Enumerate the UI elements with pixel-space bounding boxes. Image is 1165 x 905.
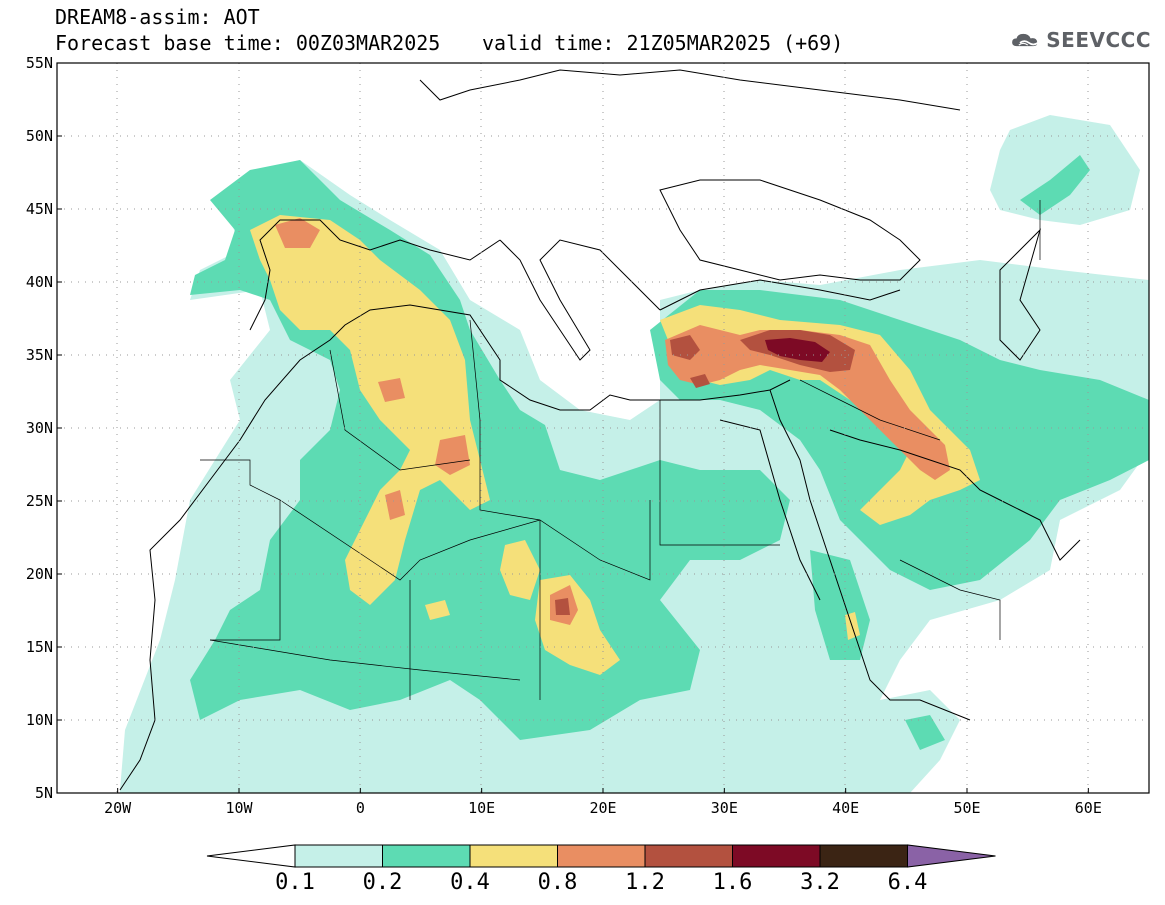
lat-tick-label: 35N: [26, 346, 53, 364]
latitude-labels: 55N 50N 45N 40N 35N 30N 25N 20N 15N 10N 5N: [26, 54, 62, 802]
lat-tick-label: 30N: [26, 419, 53, 437]
logo-text: SEEVCCC: [1046, 28, 1151, 52]
colorbar-level-label: 1.2: [625, 870, 665, 895]
aot-level-1.6: [765, 338, 830, 362]
map-grid: [57, 63, 1149, 793]
colorbar-swatch: [469, 844, 558, 868]
country-borders: [200, 200, 1041, 700]
lat-tick-label: 45N: [26, 200, 53, 218]
colorbar-swatch: [644, 844, 733, 868]
lat-tick-label: 15N: [26, 638, 53, 656]
colorbar-high-arrow: [907, 844, 996, 868]
colorbar-level-label: 0.1: [275, 870, 315, 895]
lon-tick-label: 20E: [589, 799, 616, 817]
lon-tick-label: 10W: [225, 799, 253, 817]
colorbar-swatch: [732, 844, 821, 868]
lon-tick-label: 50E: [953, 799, 980, 817]
colorbar-level-label: 0.4: [450, 870, 490, 895]
colorbar-swatch: [557, 844, 646, 868]
base-time-label: Forecast base time: 00Z03MAR2025: [55, 31, 441, 55]
colorbar-level-label: 0.8: [538, 870, 578, 895]
colorbar-level-label: 3.2: [800, 870, 840, 895]
colorbar-swatch: [382, 844, 471, 868]
cloud-icon: [1012, 33, 1039, 47]
colorbar-low-arrow: [206, 844, 296, 868]
valid-time-label: valid time: 21Z05MAR2025 (+69): [482, 31, 844, 55]
lon-tick-label: 40E: [832, 799, 859, 817]
chart-title: DREAM8-assim: AOT: [55, 5, 260, 29]
lat-tick-label: 40N: [26, 273, 53, 291]
lat-tick-label: 20N: [26, 565, 53, 583]
lon-tick-label: 30E: [711, 799, 738, 817]
lat-tick-label: 5N: [35, 784, 53, 802]
colorbar-level-label: 1.6: [713, 870, 753, 895]
colorbar-level-label: 0.2: [363, 870, 403, 895]
coastlines: [119, 69, 1081, 791]
lat-tick-label: 50N: [26, 127, 53, 145]
longitude-labels: 20W 10W 0 10E 20E 30E 40E 50E 60E: [104, 788, 1102, 817]
colorbar-swatch: [294, 844, 383, 868]
lon-tick-label: 0: [356, 799, 365, 817]
aot-field: [120, 115, 1149, 793]
lat-tick-label: 55N: [26, 54, 53, 72]
lat-tick-label: 25N: [26, 492, 53, 510]
lat-tick-label: 10N: [26, 711, 53, 729]
lon-tick-label: 60E: [1075, 799, 1102, 817]
colorbar-swatch: [819, 844, 908, 868]
lon-tick-label: 10E: [468, 799, 495, 817]
lon-tick-label: 20W: [104, 799, 132, 817]
colorbar-level-label: 6.4: [888, 870, 928, 895]
seevccc-logo: SEEVCCC: [1011, 24, 1151, 56]
